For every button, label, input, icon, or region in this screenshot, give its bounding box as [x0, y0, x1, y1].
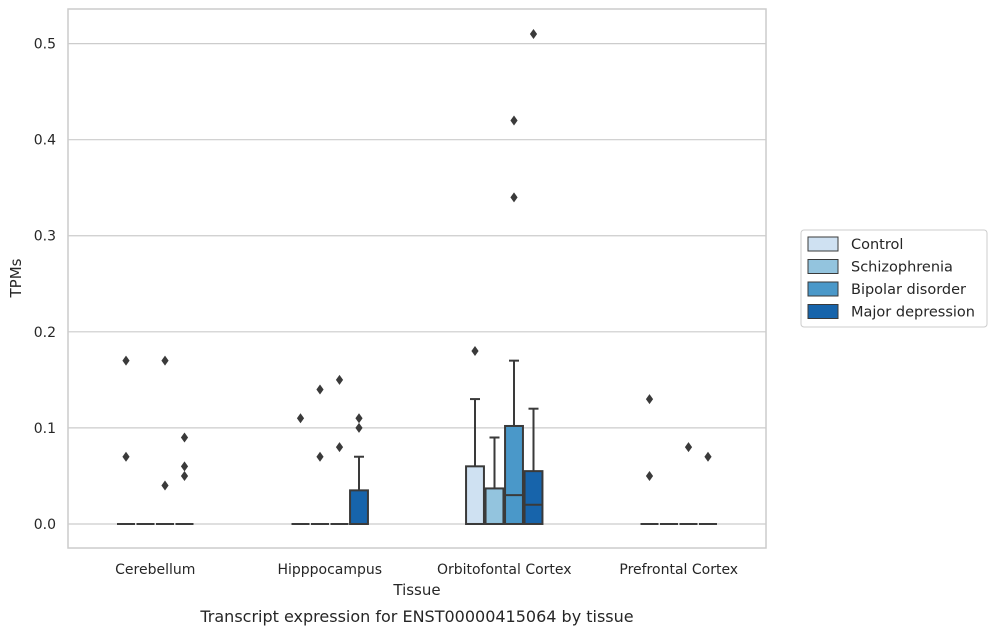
x-axis-title: Tissue — [392, 581, 440, 599]
y-tick-label-2: 0.2 — [34, 325, 56, 341]
box-0-0 — [117, 355, 135, 525]
outlier-point — [122, 355, 130, 366]
outlier-point — [316, 451, 324, 462]
legend-swatch-3 — [807, 304, 839, 319]
y-axis-title: TPMs — [7, 258, 25, 298]
y-tick-label-5: 0.5 — [34, 37, 56, 53]
box-0-3 — [175, 432, 194, 525]
legend-frame — [800, 229, 988, 328]
box-0-2 — [156, 355, 174, 525]
outlier-point — [510, 115, 518, 126]
box-1-1 — [311, 384, 329, 525]
outlier-point — [645, 470, 654, 481]
legend-swatch-0 — [807, 236, 839, 252]
outlier-point — [180, 461, 189, 472]
legend-label-3: Major depression — [851, 305, 975, 321]
box-3-3 — [699, 451, 717, 525]
boxes — [117, 28, 717, 525]
box-1-3 — [349, 413, 369, 525]
y-tick-label-4: 0.4 — [34, 133, 56, 149]
outlier-point — [161, 355, 169, 366]
box-body — [465, 465, 485, 525]
x-tick-labels: Cerebellum Hipppocampus Orbitofontal Corte… — [115, 562, 738, 578]
outlier-point — [355, 413, 363, 424]
box-3-0 — [640, 394, 659, 525]
outlier-point — [296, 413, 305, 424]
outlier-point — [180, 432, 189, 443]
outlier-point — [704, 451, 712, 462]
outlier-point — [510, 192, 518, 203]
box-3-2 — [679, 442, 698, 525]
box-body — [523, 470, 544, 525]
legend-label-1: Schizophrenia — [851, 260, 953, 276]
legend: Control Schizophrenia Bipolar disorder Majo… — [800, 229, 988, 328]
box-2-2 — [504, 115, 524, 525]
box-2-3 — [523, 28, 544, 525]
box-1-0 — [291, 413, 310, 525]
outlier-point — [122, 451, 130, 462]
y-tick-label-1: 0.1 — [34, 421, 56, 437]
outlier-point — [316, 384, 324, 395]
y-tick-label-3: 0.3 — [34, 229, 56, 245]
plot-area-frame — [67, 8, 767, 549]
outlier-point — [180, 470, 189, 481]
x-tick-label-3: Prefrontal Cortex — [619, 562, 738, 578]
legend-label-2: Bipolar disorder — [851, 282, 966, 298]
box-2-0 — [465, 346, 485, 525]
outlier-point — [529, 28, 538, 39]
x-tick-label-1: Hipppocampus — [277, 562, 382, 578]
outlier-point — [335, 442, 344, 453]
outlier-point — [471, 346, 479, 357]
x-tick-label-2: Orbitofontal Cortex — [437, 562, 572, 578]
legend-label-0: Control — [851, 237, 903, 253]
outlier-point — [335, 374, 344, 385]
gridlines — [68, 42, 766, 525]
x-tick-label-0: Cerebellum — [115, 562, 195, 578]
box-body — [504, 424, 524, 525]
y-tick-label-0: 0.0 — [34, 517, 56, 533]
box-2-1 — [484, 436, 505, 525]
box-body — [349, 489, 369, 525]
legend-swatch-2 — [807, 281, 839, 297]
outlier-point — [684, 442, 693, 453]
y-tick-labels: 0.0 0.1 0.2 0.3 0.4 0.5 — [34, 37, 56, 533]
box-body — [484, 487, 505, 525]
box-1-2 — [330, 374, 349, 525]
outlier-point — [645, 394, 654, 405]
legend-swatch-1 — [807, 259, 839, 274]
chart-caption: Transcript expression for ENST0000041506… — [199, 607, 633, 626]
outlier-point — [161, 480, 169, 491]
outlier-point — [355, 422, 363, 433]
